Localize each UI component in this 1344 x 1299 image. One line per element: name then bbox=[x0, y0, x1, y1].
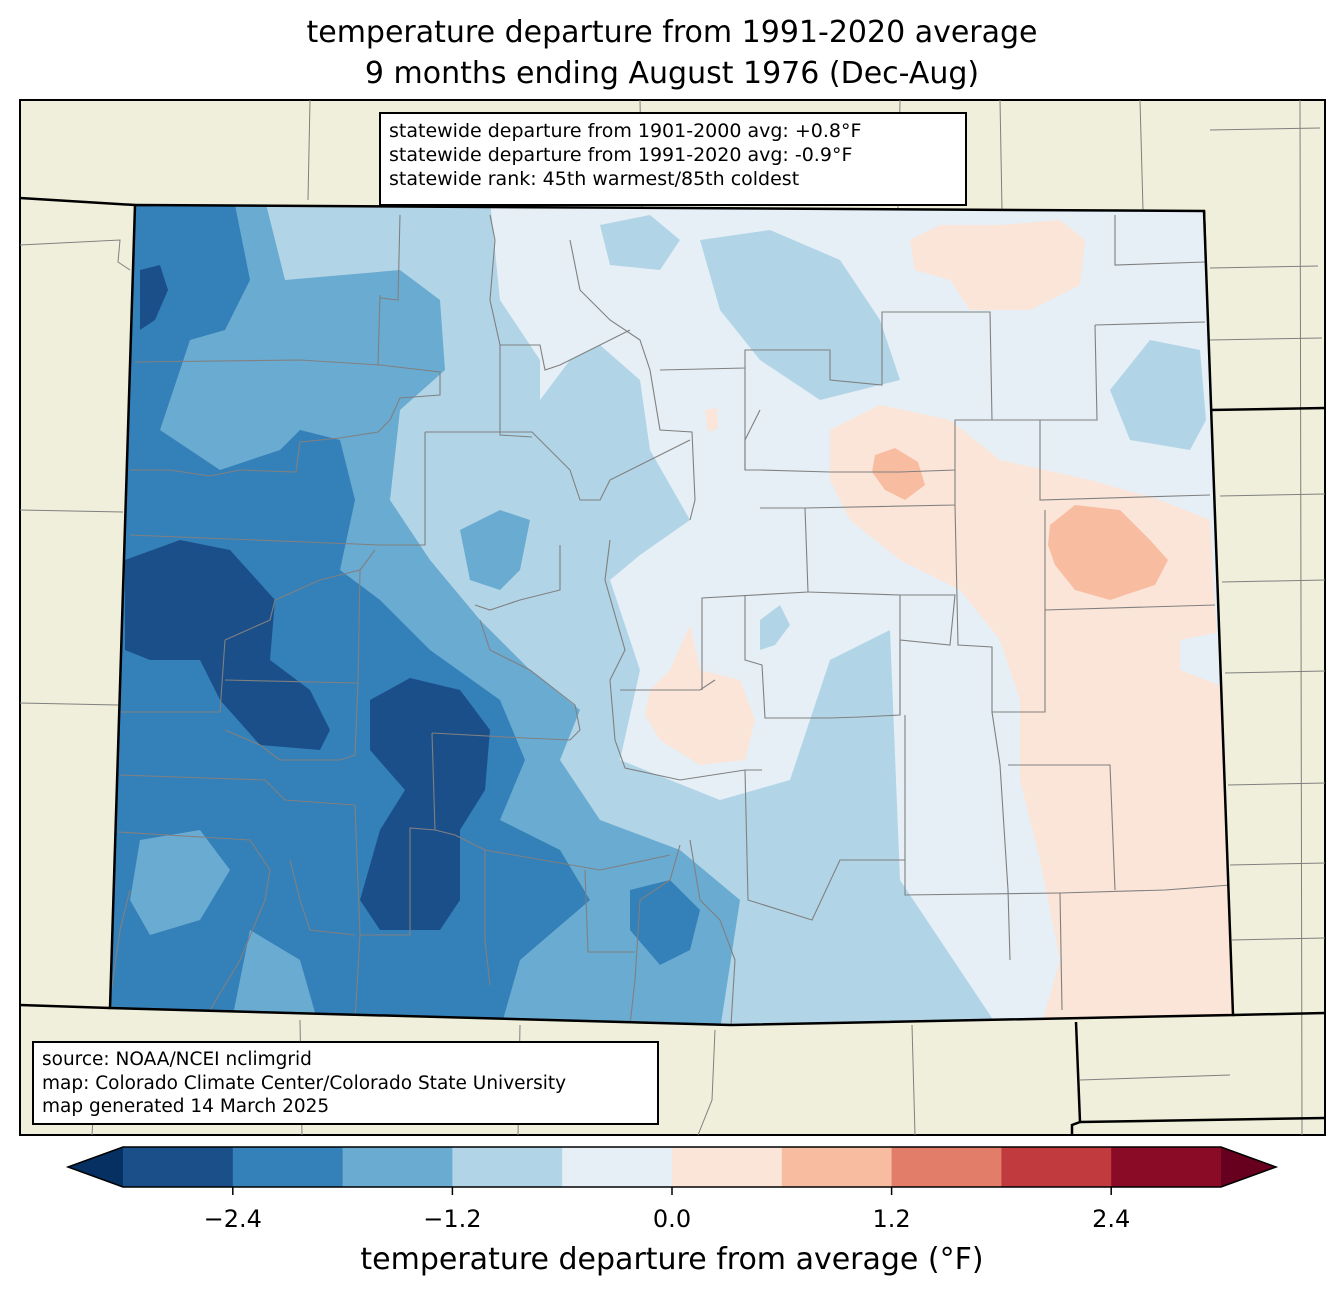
source-map: map: Colorado Climate Center/Colorado St… bbox=[42, 1072, 567, 1094]
colorbar-segment bbox=[1111, 1147, 1222, 1187]
colorbar-tick-label: 0.0 bbox=[652, 1205, 692, 1233]
contour-band-minus-1.2-inner bbox=[130, 830, 230, 935]
stats-rank: statewide rank: 45th warmest/85th coldes… bbox=[389, 168, 800, 190]
contour-band-plus-0.6-small bbox=[705, 408, 718, 432]
colorbar-segment bbox=[672, 1147, 783, 1187]
contour-band-minus-0.6-east bbox=[1110, 340, 1206, 450]
contour-band-minus-2.4-a bbox=[140, 265, 168, 330]
colorbar-tick-label: −2.4 bbox=[203, 1205, 262, 1233]
contour-band-plus-1.2-a bbox=[872, 448, 925, 500]
colorbar-tick-label: 2.4 bbox=[1092, 1205, 1131, 1233]
map-title-line2: 9 months ending August 1976 (Dec-Aug) bbox=[364, 56, 980, 91]
source-generated: map generated 14 March 2025 bbox=[42, 1096, 330, 1117]
contour-band-plus-0.6-ne bbox=[910, 220, 1085, 310]
colorbar-segment bbox=[123, 1147, 234, 1187]
statewide-stats-box: statewide departure from 1901-2000 avg: … bbox=[379, 112, 967, 206]
contour-band-minus-1.8-se bbox=[630, 880, 700, 965]
colorbar-segment bbox=[342, 1147, 453, 1187]
contour-band-minus-1.8 bbox=[110, 205, 590, 1025]
colorbar-segment bbox=[232, 1147, 344, 1187]
colorbar-segment bbox=[1001, 1147, 1112, 1187]
contour-band-minus-0.6-north bbox=[600, 215, 680, 270]
colorbar-outline bbox=[65, 1146, 1279, 1188]
contour-band-minus-2.4-b bbox=[125, 540, 330, 750]
contour-band-minus-2.4-c bbox=[360, 678, 490, 930]
colorado-county-lines bbox=[110, 214, 1231, 1025]
contour-band-minus-1.2-ne bbox=[460, 510, 530, 590]
colorado-border bbox=[108, 203, 1235, 1027]
colorbar-extend-high bbox=[1221, 1147, 1276, 1187]
colorbar-tick-label: −1.2 bbox=[423, 1205, 482, 1233]
colorbar-label: temperature departure from average (°F) bbox=[360, 1242, 984, 1277]
contour-band-plus-0.6-c bbox=[645, 625, 755, 765]
colorbar-segment bbox=[891, 1147, 1002, 1187]
temperature-contours bbox=[110, 205, 1233, 1025]
colorbar-tick-label: 1.2 bbox=[872, 1205, 911, 1233]
stats-departure-1901-2000: statewide departure from 1901-2000 avg: … bbox=[389, 120, 862, 142]
source-data: source: NOAA/NCEI nclimgrid bbox=[42, 1049, 312, 1070]
colorbar-segment bbox=[781, 1147, 893, 1187]
colorbar-segment bbox=[562, 1147, 673, 1187]
stats-departure-1991-2020: statewide departure from 1991-2020 avg: … bbox=[389, 144, 853, 166]
contour-band-plus-1.2-b bbox=[1048, 505, 1168, 600]
map-title-line1: temperature departure from 1991-2020 ave… bbox=[306, 15, 1038, 50]
colorbar-extend-low bbox=[68, 1147, 123, 1187]
contour-band-minus-0.6-ne bbox=[700, 230, 900, 400]
colorbar bbox=[65, 1146, 1279, 1195]
contour-band-minus-0.6-small bbox=[760, 605, 790, 650]
colorbar-segment bbox=[452, 1147, 563, 1187]
source-box: source: NOAA/NCEI nclimgrid map: Colorad… bbox=[32, 1041, 659, 1125]
